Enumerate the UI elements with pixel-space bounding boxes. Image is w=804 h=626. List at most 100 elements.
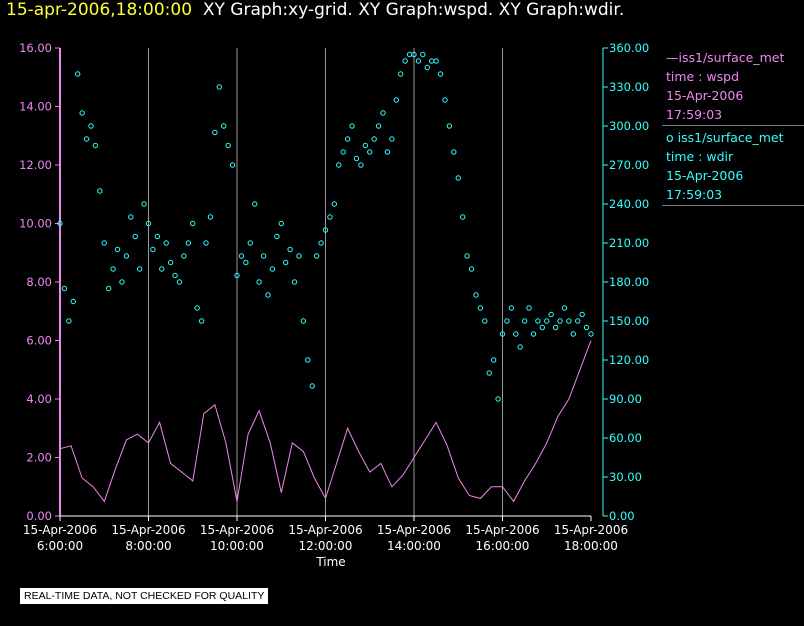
wdir-point <box>265 292 271 298</box>
right-tick-label: 150.00 <box>609 314 649 328</box>
wdir-point <box>504 318 510 324</box>
wdir-point <box>521 318 528 324</box>
right-tick-label: 0.00 <box>609 509 635 523</box>
wdir-point <box>260 253 267 259</box>
wdir-point <box>190 220 196 227</box>
left-tick-label: 6.00 <box>26 334 52 348</box>
wdir-point <box>513 331 519 337</box>
x-tick-time: 6:00:00 <box>37 539 83 553</box>
wdir-point <box>194 305 200 311</box>
wdir-point <box>88 123 94 129</box>
wdir-point <box>123 253 130 259</box>
wdir-point <box>141 201 147 207</box>
wdir-point <box>70 298 76 305</box>
wdir-point <box>544 318 550 324</box>
vertical-grid <box>148 48 503 516</box>
wdir-point <box>252 201 258 207</box>
wdir-point <box>482 318 488 324</box>
wdir-point <box>212 129 218 136</box>
right-tick-label: 210.00 <box>609 236 649 250</box>
legend-wdir-name: iss1/surface_met <box>677 130 784 145</box>
wdir-point <box>358 162 364 168</box>
wdir-point <box>322 227 329 233</box>
wdir-point <box>163 240 169 246</box>
quality-notice: REAL-TIME DATA, NOT CHECKED FOR QUALITY <box>20 588 269 604</box>
wdir-point <box>225 142 231 149</box>
wdir-point <box>278 220 284 227</box>
wdir-point <box>583 324 590 331</box>
wdir-point <box>406 51 413 58</box>
right-tick-label: 180.00 <box>609 275 649 289</box>
wdir-point <box>557 318 563 324</box>
wdir-point <box>508 305 515 311</box>
wdir-point <box>526 305 532 311</box>
wdir-point <box>429 58 435 64</box>
wdir-point <box>132 233 138 240</box>
wdir-point <box>499 331 506 337</box>
legend-wdir-time: 17:59:03 <box>666 187 723 202</box>
wdir-point <box>207 214 214 220</box>
x-tick-time: 10:00:00 <box>210 539 264 553</box>
wdir-point <box>92 142 99 149</box>
wdir-point <box>154 233 161 240</box>
legend-wdir-date: 15-Apr-2006 <box>666 168 744 183</box>
wdir-point <box>159 266 165 272</box>
wdir-point <box>105 285 112 292</box>
wdir-point <box>136 266 143 272</box>
wdir-point <box>424 64 430 71</box>
x-tick-time: 8:00:00 <box>125 539 171 553</box>
title-timestamp: 15-apr-2006,18:00:00 <box>6 0 193 20</box>
x-tick-date: 15-Apr-2006 <box>111 523 185 537</box>
right-tick-label: 120.00 <box>609 353 649 367</box>
x-tick-date: 15-Apr-2006 <box>23 523 97 537</box>
wdir-point <box>371 136 377 142</box>
wdir-point <box>384 149 391 155</box>
series-wspd <box>59 340 592 503</box>
right-tick-label: 360.00 <box>609 41 649 55</box>
right-tick-label: 300.00 <box>609 119 649 133</box>
wdir-point <box>145 220 152 227</box>
legend-entry-wdir: o iss1/surface_met time : wdir 15-Apr-20… <box>662 126 804 206</box>
wdir-point <box>495 396 501 402</box>
wdir-point <box>181 253 187 259</box>
wspd-line <box>59 340 592 503</box>
legend-wdir-field: time : wdir <box>666 149 734 164</box>
wdir-point <box>548 311 554 318</box>
wdir-point <box>243 259 249 266</box>
wdir-point <box>203 240 209 246</box>
wdir-point <box>464 253 470 259</box>
wdir-point <box>433 58 439 64</box>
wdir-point <box>340 149 346 155</box>
wdir-point <box>344 136 351 142</box>
right-tick-label: 330.00 <box>609 80 649 94</box>
x-tick-time: 14:00:00 <box>387 539 441 553</box>
wdir-point <box>167 259 174 266</box>
wdir-point <box>468 266 475 272</box>
wdir-point <box>110 266 116 272</box>
wdir-point <box>446 123 453 129</box>
left-tick-label: 4.00 <box>26 392 52 406</box>
wdir-point <box>588 331 594 337</box>
wdir-point <box>172 272 178 279</box>
wdir-point <box>473 292 479 298</box>
wdir-point <box>517 344 523 350</box>
right-tick-label: 60.00 <box>609 431 642 445</box>
legend-wspd-field: time : wspd <box>666 69 740 84</box>
wdir-point <box>579 311 585 318</box>
legend-wspd-name: iss1/surface_met <box>678 50 785 65</box>
wdir-point <box>256 279 262 285</box>
wdir-point <box>309 383 315 389</box>
legend-wspd-date: 15-Apr-2006 <box>666 88 744 103</box>
legend-entry-wspd: —iss1/surface_met time : wspd 15-Apr-200… <box>662 46 804 126</box>
wdir-point <box>530 331 537 337</box>
wdir-point <box>535 318 541 324</box>
wdir-point <box>490 357 497 363</box>
wdir-point <box>575 318 581 324</box>
wdir-point <box>83 136 90 142</box>
wdir-point <box>477 305 484 311</box>
wdir-point <box>305 357 311 363</box>
wdir-point <box>79 110 85 116</box>
wdir-point <box>398 71 404 77</box>
wdir-point <box>367 149 373 155</box>
